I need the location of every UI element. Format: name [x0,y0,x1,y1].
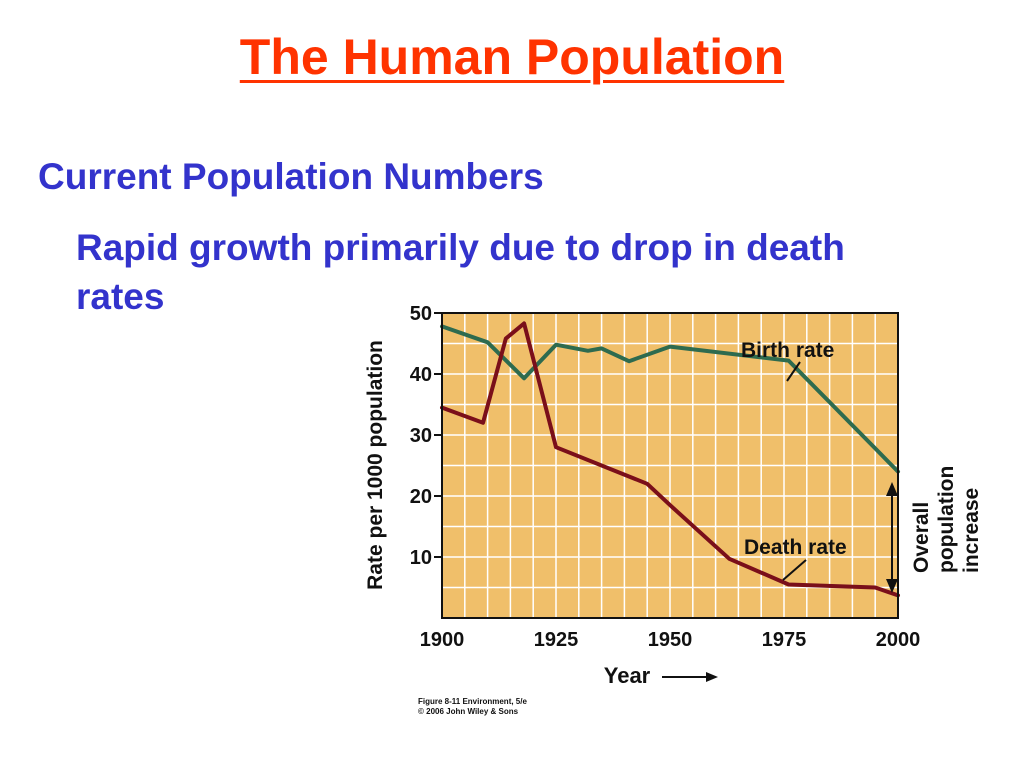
x-tick-label: 1950 [648,629,693,651]
x-tick-label: 1975 [762,629,807,651]
plot-area [440,312,900,619]
y-tick-label: 20 [410,486,432,508]
bullet-current-population: Current Population Numbers [38,156,544,197]
y-tick-label: 10 [410,547,432,569]
population-rate-chart: 10 20 30 40 50 1900 1925 1950 1975 2000 Rate per… [364,303,983,688]
caption-figure-line: Figure 8-11 Environment, 5/e [418,697,527,706]
increase-label-line2: population [935,466,958,573]
x-tick-label: 1925 [534,629,579,651]
y-tick-label: 40 [410,364,432,386]
x-tick-label: 2000 [876,629,921,651]
caption-copyright-line: © 2006 John Wiley & Sons [418,707,519,716]
y-tick-label: 50 [410,303,432,325]
death-rate-label: Death rate [744,536,847,559]
birth-rate-leader [786,361,801,382]
x-tick-label: 1900 [420,629,465,651]
y-axis-label: Rate per 1000 population [364,340,387,590]
birth-rate-label: Birth rate [741,339,834,362]
x-axis-label: Year [604,663,651,688]
x-tick-labels: 1900 1925 1950 1975 2000 [420,629,921,651]
death-rate-leader [782,559,807,581]
data-series [440,321,900,598]
y-tick-labels: 10 20 30 40 50 [410,303,442,569]
population-increase-label: Overall population increase [910,466,983,573]
death-rate-line [440,321,900,598]
figure-caption: Figure 8-11 Environment, 5/e © 2006 John… [418,697,527,717]
plot-frame [441,312,899,619]
x-axis-arrow [662,672,718,682]
increase-label-line3: increase [960,488,983,573]
increase-label-line1: Overall [910,502,933,573]
population-increase-arrow [886,482,898,593]
y-tick-label: 30 [410,425,432,447]
birth-rate-line [440,324,900,474]
slide-title: The Human Population [239,29,785,85]
bullet-rapid-growth: Rapid growth primarily due to drop in de… [76,227,845,317]
